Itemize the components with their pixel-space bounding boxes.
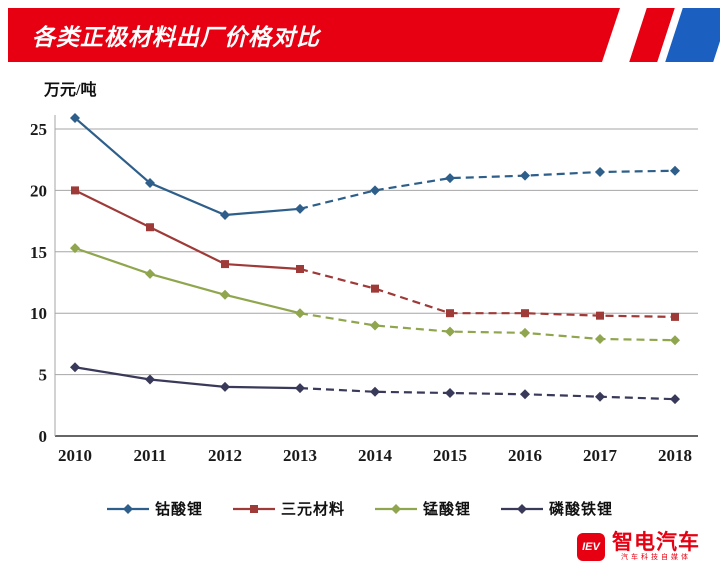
series-line-solid bbox=[74, 366, 301, 390]
diamond-marker bbox=[445, 388, 455, 399]
legend: 钴酸锂 三元材料 锰酸锂 磷酸铁锂 bbox=[0, 498, 720, 519]
series-line-dashed bbox=[299, 267, 676, 318]
diamond-marker bbox=[520, 170, 530, 181]
diamond-marker bbox=[145, 268, 155, 279]
diamond-marker bbox=[370, 386, 380, 397]
price-chart: 0 5 10 15 20 25 2010 2011 2012 2013 2014 2015 2016 20… bbox=[10, 94, 710, 479]
diamond-marker bbox=[145, 374, 155, 385]
diamond-marker bbox=[670, 394, 680, 405]
series-line-dashed bbox=[299, 387, 676, 401]
decor-stripe-blue bbox=[665, 8, 720, 62]
series-line-dashed bbox=[299, 312, 676, 342]
legend-label: 锰酸锂 bbox=[423, 501, 472, 518]
x-tick-label: 2014 bbox=[358, 446, 393, 465]
y-tick-label: 25 bbox=[30, 120, 47, 139]
y-tick-label: 0 bbox=[39, 427, 48, 446]
y-tick-label: 5 bbox=[39, 366, 48, 385]
logo-tagline: 汽车科技自媒体 bbox=[621, 554, 691, 562]
square-marker bbox=[521, 309, 529, 318]
legend-item: 钴酸锂 bbox=[106, 498, 203, 519]
x-tick-label: 2012 bbox=[208, 446, 242, 465]
square-marker bbox=[596, 311, 604, 320]
diamond-marker bbox=[70, 243, 80, 254]
diamond-marker bbox=[370, 320, 380, 331]
header: 各类正极材料出厂价格对比 bbox=[8, 8, 720, 62]
x-tick-label: 2010 bbox=[58, 446, 92, 465]
x-tick-label: 2015 bbox=[433, 446, 467, 465]
diamond-marker bbox=[517, 503, 528, 514]
legend-marker-sample bbox=[106, 503, 149, 514]
square-marker bbox=[446, 309, 454, 318]
y-tick-label: 10 bbox=[30, 304, 47, 323]
diamond-marker bbox=[391, 503, 401, 514]
legend-item: 磷酸铁锂 bbox=[501, 498, 613, 519]
series-line-solid bbox=[74, 117, 301, 217]
diamond-marker bbox=[520, 327, 530, 338]
square-marker bbox=[146, 223, 154, 232]
square-marker bbox=[221, 260, 229, 269]
logo-brand-name: 智电汽车 bbox=[612, 531, 700, 554]
diamond-marker bbox=[670, 165, 680, 176]
legend-label: 三元材料 bbox=[280, 501, 345, 518]
square-marker bbox=[371, 284, 379, 293]
diamond-marker bbox=[595, 166, 605, 177]
square-marker bbox=[296, 264, 304, 273]
diamond-marker bbox=[295, 203, 305, 214]
x-tick-label: 2013 bbox=[283, 446, 317, 465]
y-tick-label: 20 bbox=[30, 181, 47, 200]
logo-badge-icon: IEV bbox=[577, 532, 605, 561]
diamond-marker bbox=[70, 112, 80, 123]
diamond-marker bbox=[220, 209, 230, 220]
title-banner: 各类正极材料出厂价格对比 bbox=[8, 8, 620, 62]
square-marker bbox=[671, 312, 679, 321]
diamond-marker bbox=[122, 503, 133, 514]
x-tick-label: 2016 bbox=[508, 446, 542, 465]
legend-item: 锰酸锂 bbox=[375, 498, 471, 519]
x-tick-label: 2018 bbox=[658, 446, 692, 465]
y-axis-unit-label: 万元/吨 bbox=[44, 82, 97, 99]
legend-marker-sample bbox=[232, 504, 275, 513]
legend-label: 钴酸锂 bbox=[154, 501, 203, 518]
x-tick-label: 2011 bbox=[133, 446, 166, 465]
legend-marker-sample bbox=[375, 503, 417, 514]
diamond-marker bbox=[670, 335, 680, 346]
diamond-marker bbox=[220, 289, 230, 300]
x-tick-label: 2017 bbox=[583, 446, 618, 465]
diamond-marker bbox=[295, 308, 305, 319]
diamond-marker bbox=[220, 381, 230, 392]
series-line-solid bbox=[74, 247, 301, 315]
y-tick-label: 15 bbox=[30, 243, 47, 262]
diamond-marker bbox=[445, 173, 455, 184]
legend-label: 磷酸铁锂 bbox=[549, 501, 614, 518]
diamond-marker bbox=[520, 389, 530, 400]
brand-logo: IEV 智电汽车 汽车科技自媒体 bbox=[577, 531, 700, 562]
diamond-marker bbox=[370, 185, 380, 196]
series-line-dashed bbox=[299, 169, 676, 210]
price-chart-svg: 0 5 10 15 20 25 2010 2011 2012 2013 2014 2015 2016 20… bbox=[30, 112, 698, 465]
diamond-marker bbox=[445, 326, 455, 337]
legend-marker-sample bbox=[501, 503, 544, 514]
square-marker bbox=[249, 504, 258, 513]
diamond-marker bbox=[295, 383, 305, 394]
legend-item: 三元材料 bbox=[232, 498, 345, 519]
series-line-solid bbox=[74, 189, 301, 271]
diamond-marker bbox=[595, 391, 605, 402]
diamond-marker bbox=[145, 178, 155, 189]
square-marker bbox=[71, 186, 79, 195]
diamond-marker bbox=[595, 333, 605, 344]
page-title: 各类正极材料出厂价格对比 bbox=[32, 24, 320, 50]
diamond-marker bbox=[70, 362, 80, 373]
